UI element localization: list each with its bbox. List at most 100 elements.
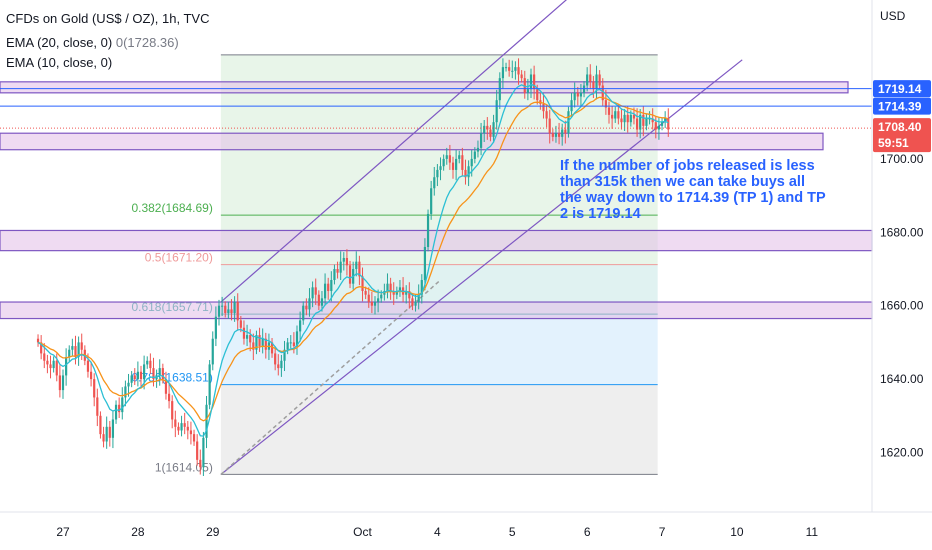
candle-body [52, 360, 55, 369]
price-tag-bg [873, 80, 931, 98]
price-tag-text: 1714.39 [878, 100, 922, 114]
candle-body [573, 92, 576, 101]
candle-body [96, 397, 99, 416]
candle-body [545, 111, 548, 119]
candle [221, 296, 224, 316]
candle [183, 412, 186, 435]
candle-body [302, 305, 305, 321]
last-price-tag-text: 1708.40 [878, 120, 922, 134]
candle [139, 365, 143, 388]
target-lines[interactable] [0, 88, 872, 129]
candle-body [567, 111, 570, 134]
candle [367, 287, 370, 308]
supply-demand-zone[interactable] [0, 301, 873, 320]
candle [308, 288, 311, 317]
candle-body [174, 419, 177, 427]
candle [373, 296, 377, 315]
y-tick-label: 1620.00 [880, 446, 924, 460]
candle [274, 346, 277, 371]
candle-body [342, 257, 345, 262]
candle [108, 420, 111, 447]
ema20-label: EMA (20, close, 0) [6, 35, 113, 50]
candle [489, 125, 492, 142]
candle [492, 114, 495, 143]
candle-body [461, 155, 464, 170]
candle-body [130, 375, 133, 383]
candle-body [280, 360, 283, 369]
candle-body [489, 129, 492, 137]
candle-body [501, 67, 505, 79]
candle [327, 277, 330, 300]
supply-demand-zone[interactable] [0, 132, 824, 151]
candle [323, 273, 327, 306]
candle [614, 106, 617, 123]
candle [579, 84, 583, 107]
last-price-tag[interactable]: 1708.40 59:51 [873, 118, 931, 153]
candle [355, 251, 358, 277]
candle-body [61, 375, 65, 391]
channel-upper-line[interactable] [220, 0, 572, 303]
candle-body [264, 338, 267, 350]
last-price-tag-text: 59:51 [878, 136, 909, 150]
candle [504, 62, 508, 72]
candle-body [49, 364, 52, 369]
candle-body [520, 74, 523, 79]
candle-body [221, 305, 224, 307]
candle-body [411, 298, 414, 306]
candle-body [146, 360, 149, 365]
candle-body [654, 122, 657, 130]
candle [660, 117, 664, 131]
candle-body [495, 100, 498, 123]
price-tag[interactable]: 1714.39 [873, 97, 931, 115]
candle [252, 333, 255, 361]
price-tag[interactable]: 1719.14 [873, 80, 931, 98]
candle-body [623, 114, 626, 123]
candle-body [483, 125, 486, 134]
candle [598, 70, 601, 90]
candle [548, 109, 551, 144]
candle-body [389, 283, 392, 292]
candle-body [380, 294, 383, 299]
candle-body [408, 291, 411, 299]
candle [320, 291, 324, 312]
candle-body [648, 118, 651, 120]
candle [180, 415, 183, 437]
candle [249, 329, 252, 352]
candle [364, 286, 367, 300]
candle [105, 416, 108, 449]
candle [414, 294, 417, 312]
candle-body [211, 338, 214, 365]
candle-body [93, 379, 96, 398]
candle-body [283, 349, 286, 361]
candle-body [233, 302, 236, 314]
supply-demand-zone[interactable] [0, 81, 849, 94]
candle [283, 340, 286, 372]
candle-body [367, 294, 370, 303]
candle-body [598, 74, 601, 86]
candle-body [86, 360, 90, 372]
candle-body [289, 342, 292, 344]
candle-body [339, 261, 342, 273]
candle-body [345, 257, 349, 266]
candle [348, 260, 352, 289]
candle [642, 106, 645, 137]
candle [423, 238, 427, 291]
candle-body [564, 129, 567, 134]
x-tick-label: Oct [353, 525, 372, 539]
candle-body [589, 74, 592, 82]
candle [158, 359, 161, 386]
candle-body [277, 364, 280, 369]
candle [486, 117, 489, 140]
x-tick-label: 11 [806, 525, 819, 539]
candles [36, 58, 670, 476]
candle-body [186, 426, 189, 431]
candle-body [370, 302, 373, 306]
candle-body [557, 133, 561, 137]
candle-body [336, 269, 339, 273]
fib-level-label: 1(1614.05) [155, 460, 213, 474]
candle-body [158, 368, 161, 376]
candle [398, 280, 402, 297]
candle-body [355, 261, 358, 269]
